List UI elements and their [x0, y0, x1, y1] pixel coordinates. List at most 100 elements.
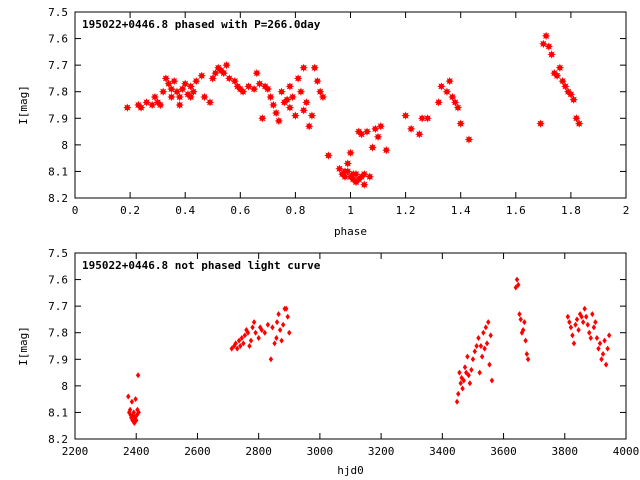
data-point: [285, 103, 295, 112]
data-point: [457, 369, 462, 376]
data-point: [255, 79, 264, 88]
data-point: [192, 76, 201, 86]
data-point: [442, 87, 452, 96]
x-tick-label: 0: [72, 204, 79, 217]
data-point: [417, 114, 427, 123]
data-point: [456, 390, 461, 397]
data-point: [576, 327, 581, 334]
y-tick-label: 8.2: [48, 192, 68, 205]
y-tick-label: 7.6: [48, 33, 68, 46]
data-point: [568, 324, 574, 331]
data-point: [343, 159, 352, 168]
data-point: [205, 98, 215, 107]
data-point: [523, 337, 528, 344]
data-point: [572, 114, 581, 123]
data-point: [238, 87, 248, 96]
data-point: [467, 380, 473, 387]
data-point: [360, 169, 369, 179]
chart-title: 195022+0446.8 phased with P=266.0day: [82, 18, 321, 31]
data-point: [172, 87, 182, 96]
data-point: [482, 345, 487, 352]
data-point: [239, 335, 245, 342]
x-tick-label: 3800: [552, 445, 579, 458]
x-tick-label: 2: [623, 204, 630, 217]
data-point: [423, 114, 432, 123]
data-point: [605, 345, 610, 352]
data-point: [479, 353, 485, 360]
data-point: [150, 92, 160, 102]
data-point: [544, 42, 554, 51]
data-point: [236, 337, 242, 344]
data-point: [134, 417, 139, 424]
data-point: [539, 39, 548, 49]
data-point: [271, 108, 281, 118]
y-tick-label: 7.7: [48, 59, 68, 72]
x-axis-label: hjd0: [337, 464, 364, 477]
y-tick-label: 8: [61, 380, 68, 393]
data-point: [602, 337, 607, 344]
data-point: [340, 172, 350, 181]
data-point: [222, 60, 231, 70]
data-point: [518, 316, 523, 323]
data-point: [456, 119, 465, 128]
data-point: [517, 311, 522, 318]
data-point: [313, 76, 322, 86]
data-point: [561, 82, 570, 91]
data-point: [590, 311, 595, 318]
data-point: [584, 313, 589, 320]
data-point: [525, 356, 531, 363]
data-point: [277, 327, 283, 334]
data-point: [316, 87, 325, 96]
x-axis-label: phase: [334, 225, 367, 238]
axis-ticks: 2200 2400 2600 2800 3000 3200 3400 3600 3800 4000…: [48, 247, 639, 458]
data-point: [129, 398, 135, 405]
data-point: [274, 335, 279, 342]
x-tick-label: 0.2: [120, 204, 140, 217]
data-point: [272, 340, 277, 347]
data-point: [252, 68, 262, 78]
data-points: [126, 276, 612, 427]
data-point: [458, 380, 463, 387]
data-point: [265, 321, 271, 328]
data-point: [577, 311, 583, 318]
data-point: [259, 327, 264, 334]
data-point: [241, 340, 246, 347]
data-point: [280, 321, 286, 328]
data-point: [219, 68, 228, 78]
y-tick-label: 7.7: [48, 300, 68, 313]
data-point: [167, 84, 176, 94]
data-point: [282, 95, 292, 104]
data-point: [189, 87, 198, 96]
data-point: [541, 31, 551, 41]
data-point: [401, 111, 410, 120]
data-point: [434, 98, 443, 107]
data-point: [574, 119, 584, 128]
data-point: [250, 324, 255, 331]
data-point: [516, 281, 521, 288]
data-point: [134, 412, 140, 419]
data-point: [248, 337, 254, 344]
data-point: [127, 406, 133, 413]
axis-ticks: 0 0.2 0.4 0.6 0.8 1 1.2 1.4 1.6 1.8 2 7.5 7.6 7.7 7.8 7…: [48, 6, 629, 217]
data-point: [197, 71, 206, 80]
data-points: [123, 31, 584, 189]
data-point: [167, 92, 176, 102]
data-point: [351, 169, 361, 179]
data-point: [596, 345, 601, 352]
data-point: [175, 100, 184, 110]
data-point: [466, 372, 471, 379]
unphased-light-curve-panel: 195022+0446.8 not phased light curve hjd…: [17, 247, 639, 477]
data-point: [600, 350, 606, 357]
x-tick-label: 0.8: [285, 204, 305, 217]
data-point: [552, 71, 562, 80]
data-point: [437, 82, 446, 91]
data-point: [175, 92, 184, 102]
y-axis-label: I[mag]: [17, 326, 30, 366]
x-tick-label: 3000: [307, 445, 334, 458]
data-point: [285, 82, 295, 91]
data-point: [470, 356, 476, 363]
data-point: [307, 111, 317, 120]
data-point: [288, 92, 297, 102]
data-point: [126, 393, 131, 400]
